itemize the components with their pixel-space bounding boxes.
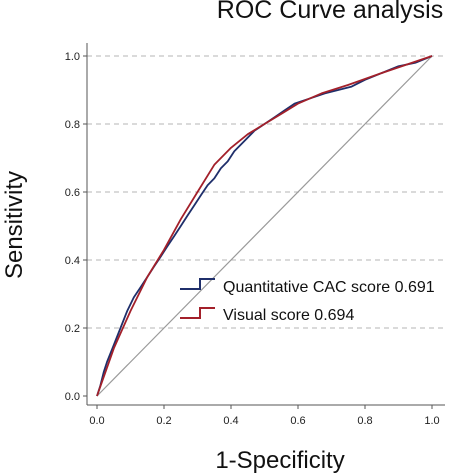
y-tick-label: 0.0 — [65, 391, 80, 403]
x-tick-label: 0.0 — [89, 415, 104, 427]
legend-swatch-visual — [180, 307, 215, 319]
x-ticks: 0.0 0.2 0.4 0.6 0.8 1.0 — [89, 405, 440, 427]
legend-item-visual: Visual score 0.694 — [180, 307, 354, 324]
legend: Quantitative CAC score 0.691 Visual scor… — [180, 278, 435, 324]
x-tick-label: 0.4 — [223, 415, 238, 427]
y-tick-label: 0.8 — [65, 119, 80, 131]
y-axis-label: Sensitivity — [1, 171, 28, 279]
y-ticks: 0.0 0.2 0.4 0.6 0.8 1.0 — [65, 51, 87, 403]
legend-label-visual: Visual score 0.694 — [223, 307, 354, 324]
series-line-quantitative — [96, 55, 433, 397]
legend-label-quantitative: Quantitative CAC score 0.691 — [223, 279, 435, 296]
y-tick-label: 0.4 — [65, 255, 80, 267]
legend-item-quantitative: Quantitative CAC score 0.691 — [180, 278, 435, 296]
x-tick-label: 0.8 — [357, 415, 372, 427]
reference-diagonal-line — [96, 55, 433, 397]
x-tick-label: 1.0 — [424, 415, 439, 427]
gridlines — [87, 55, 445, 329]
series-line-visual — [96, 55, 433, 397]
chart-title: ROC Curve analysis — [217, 0, 443, 24]
legend-swatch-quantitative — [180, 278, 215, 290]
x-axis-label: 1-Specificity — [215, 447, 344, 474]
y-tick-label: 1.0 — [65, 51, 80, 63]
series-lines — [96, 55, 433, 397]
x-tick-label: 0.6 — [290, 415, 305, 427]
y-tick-label: 0.6 — [65, 187, 80, 199]
y-tick-label: 0.2 — [65, 323, 80, 335]
x-tick-label: 0.2 — [156, 415, 171, 427]
